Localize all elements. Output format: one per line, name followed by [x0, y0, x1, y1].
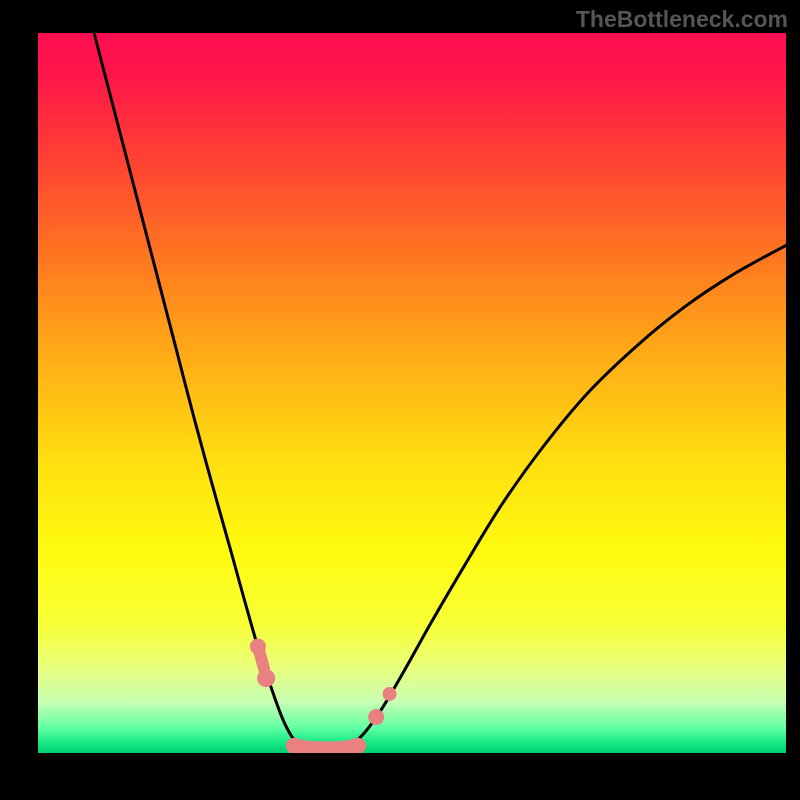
- bottom-bridge: [294, 746, 358, 750]
- right-upper-bead: [383, 687, 397, 701]
- left-bead-connector: [258, 646, 264, 668]
- left-curve: [94, 33, 311, 750]
- right-bead: [368, 709, 384, 725]
- canvas-root: TheBottleneck.com: [0, 0, 800, 800]
- right-curve: [341, 245, 786, 750]
- watermark-text: TheBottleneck.com: [576, 6, 788, 33]
- plot-area: [38, 33, 786, 753]
- curve-layer: [38, 33, 786, 753]
